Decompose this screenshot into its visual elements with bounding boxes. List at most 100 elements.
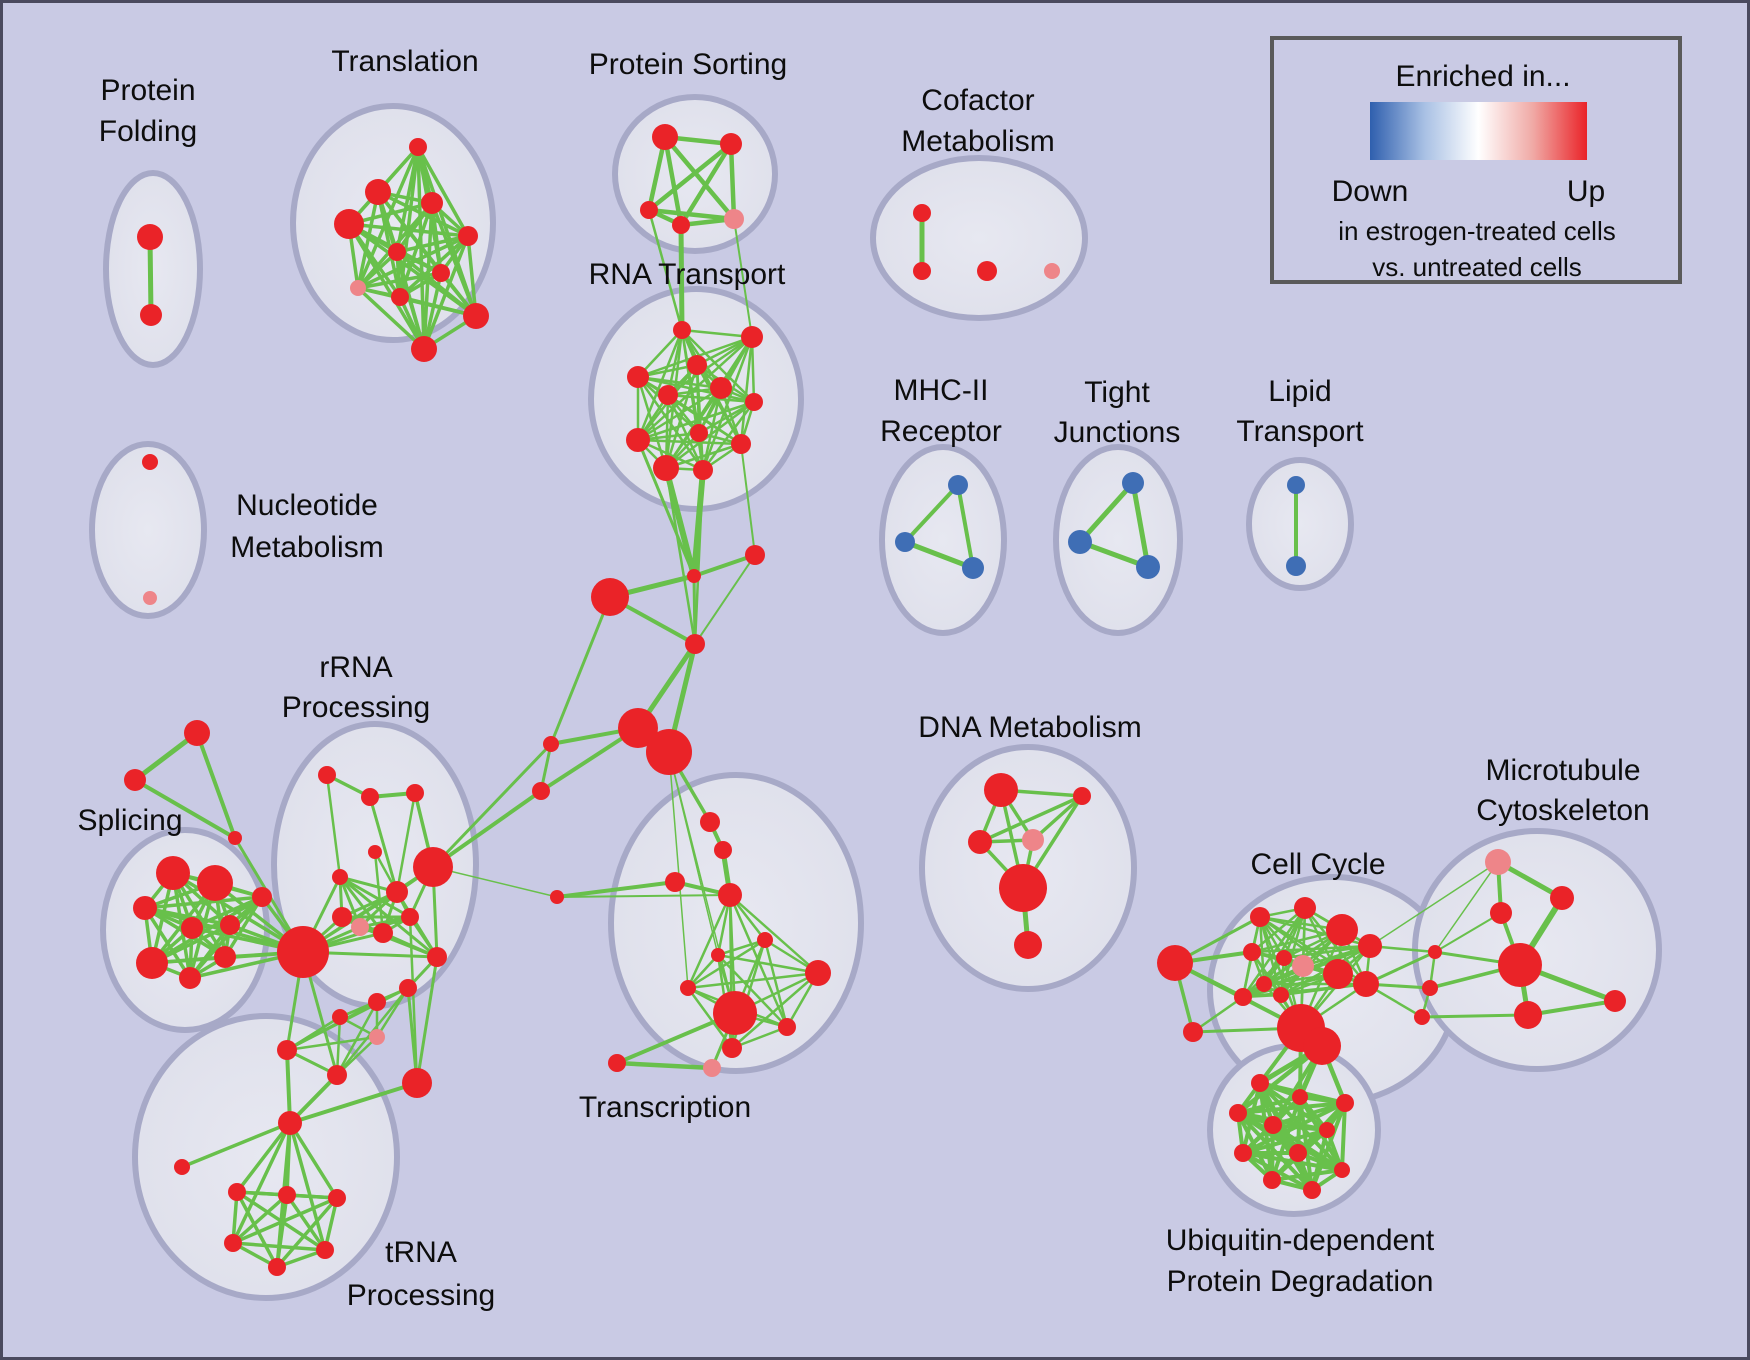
network-node-nm1 — [142, 454, 158, 470]
network-node-mh1 — [948, 475, 968, 495]
network-edge — [368, 795, 399, 894]
legend-down-label: Down — [1332, 175, 1409, 208]
network-node-r5 — [413, 847, 453, 887]
network-edge — [728, 893, 820, 975]
cluster-label-microtubule-cytoskeleton: Microtubule — [1485, 754, 1640, 787]
network-edge — [235, 1121, 292, 1194]
network-node-tr4 — [334, 209, 364, 239]
network-node-u6 — [224, 1234, 242, 1252]
network-edge — [231, 1193, 289, 1245]
network-node-tr11 — [411, 336, 437, 362]
network-edge — [666, 393, 756, 404]
network-node-q11 — [1303, 1181, 1321, 1199]
network-node-tr6 — [388, 243, 406, 261]
cluster-label-nucleotide-metabolism: Nucleotide — [236, 489, 378, 522]
network-edge — [180, 1121, 292, 1169]
network-node-d2 — [1073, 787, 1091, 805]
network-node-u4 — [278, 1186, 296, 1204]
network-edge — [646, 207, 737, 222]
network-node-mh3 — [962, 557, 984, 579]
network-edge — [1526, 999, 1617, 1017]
network-edge — [549, 595, 612, 746]
network-edge — [143, 906, 192, 980]
network-edge — [763, 938, 789, 1029]
network-edge — [636, 375, 668, 470]
network-edge — [636, 438, 696, 578]
cluster-label-rna-transport: RNA Transport — [589, 258, 786, 291]
network-node-x14 — [703, 1059, 721, 1077]
network-edge — [416, 145, 470, 238]
network-node-cc6 — [1276, 950, 1292, 966]
cluster-label-protein-sorting: Protein Sorting — [589, 48, 787, 81]
network-node-q10 — [1263, 1171, 1281, 1189]
network-edge — [614, 1060, 715, 1071]
cluster-label-tight-junctions: Junctions — [1054, 416, 1181, 449]
network-node-cf4 — [1044, 263, 1060, 279]
legend-gradient-bar — [1370, 102, 1587, 160]
network-node-r2 — [361, 788, 379, 806]
network-node-r11 — [401, 908, 419, 926]
cluster-label-trna-processing: tRNA — [385, 1236, 457, 1269]
network-node-tr9 — [391, 288, 409, 306]
legend-subtitle-1: in estrogen-treated cells — [1338, 216, 1615, 246]
cluster-label-lipid-transport: Lipid — [1268, 375, 1331, 408]
network-node-u7 — [316, 1241, 334, 1259]
network-node-cf3 — [977, 261, 997, 281]
network-edge — [662, 134, 684, 228]
cluster-label-cofactor-metabolism: Metabolism — [901, 125, 1054, 158]
network-node-r13 — [399, 979, 417, 997]
network-node-cc5 — [1243, 943, 1261, 961]
network-node-s4 — [181, 917, 203, 939]
cluster-label-lipid-transport: Transport — [1236, 415, 1364, 448]
cluster-label-mhc-ii-receptor: MHC-II — [894, 374, 989, 407]
network-node-s6 — [136, 947, 168, 979]
network-edge — [662, 134, 737, 222]
network-node-d4 — [1022, 829, 1044, 851]
network-node-m3 — [1490, 902, 1512, 924]
network-node-d6 — [1014, 931, 1042, 959]
network-edge — [1369, 861, 1499, 947]
network-node-u5 — [328, 1189, 346, 1207]
network-node-tr8 — [350, 280, 366, 296]
network-edge — [430, 201, 478, 318]
network-node-m6 — [1604, 990, 1626, 1012]
cluster-ellipse-cofactor-metabolism — [870, 155, 1088, 321]
network-edge — [288, 1081, 419, 1125]
network-edge — [231, 1121, 292, 1245]
network-edge — [636, 375, 705, 472]
network-node-ps2 — [720, 133, 742, 155]
cluster-label-splicing: Splicing — [77, 804, 182, 837]
network-node-cc8 — [1323, 959, 1353, 989]
network-node-r12 — [427, 947, 447, 967]
network-node-n11 — [653, 455, 679, 481]
network-edge — [666, 393, 743, 446]
network-edge — [408, 915, 419, 1085]
network-node-q4 — [1229, 1104, 1247, 1122]
network-node-mh2 — [895, 532, 915, 552]
network-node-x7 — [711, 948, 725, 962]
network-edge — [335, 1000, 379, 1077]
network-edge — [288, 1121, 327, 1252]
cluster-ellipse-nucleotide-metabolism — [89, 441, 207, 619]
network-node-cc13 — [1183, 1022, 1203, 1042]
network-node-x1 — [700, 812, 720, 832]
network-edge — [678, 222, 685, 333]
network-node-tr5 — [458, 226, 478, 246]
network-node-x9 — [680, 980, 696, 996]
network-node-q3 — [1336, 1094, 1354, 1112]
cluster-label-translation: Translation — [331, 45, 478, 78]
network-node-t3 — [228, 831, 242, 845]
network-edge — [356, 286, 426, 351]
cluster-label-rrna-processing: Processing — [282, 691, 430, 724]
cluster-ellipse-tight-junctions — [1053, 444, 1183, 636]
network-edge — [716, 938, 767, 957]
network-edge — [716, 953, 820, 975]
network-node-r1 — [318, 766, 336, 784]
network-node-tr3 — [421, 192, 443, 214]
network-node-q7 — [1234, 1144, 1252, 1162]
node-layer — [124, 124, 1626, 1276]
network-edge — [1271, 1123, 1329, 1132]
network-edge — [285, 1015, 342, 1052]
network-node-ps4 — [672, 216, 690, 234]
network-edge — [739, 335, 754, 446]
